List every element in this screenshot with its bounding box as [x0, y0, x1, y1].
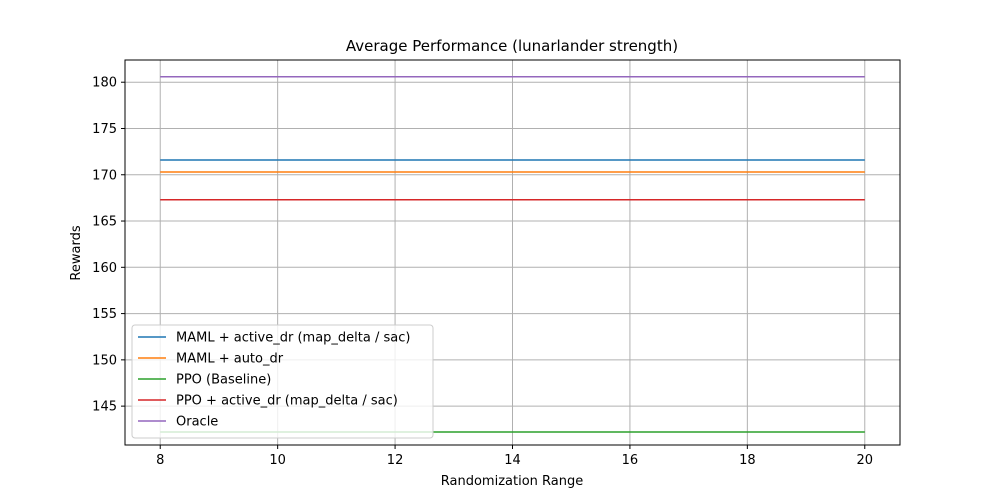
x-tick-label: 8: [156, 453, 164, 468]
x-tick-label: 14: [504, 453, 521, 468]
x-tick-label: 16: [622, 453, 639, 468]
y-tick-label: 155: [92, 307, 117, 322]
legend-label: PPO + active_dr (map_delta / sac): [176, 394, 398, 409]
chart-title: Average Performance (lunarlander strengt…: [346, 37, 678, 55]
y-tick-label: 175: [92, 122, 117, 137]
y-tick-label: 180: [92, 76, 117, 91]
y-tick-label: 170: [92, 168, 117, 183]
legend: MAML + active_dr (map_delta / sac) MAML +…: [131, 324, 434, 439]
x-axis-label: Randomization Range: [441, 474, 583, 489]
legend-label: MAML + auto_dr: [176, 352, 284, 367]
y-tick-label: 150: [92, 353, 117, 368]
legend-label: PPO (Baseline): [176, 373, 271, 388]
x-tick-label: 10: [269, 453, 286, 468]
legend-label: Oracle: [176, 415, 218, 430]
y-axis-label: Rewards: [69, 225, 84, 280]
legend-label: MAML + active_dr (map_delta / sac): [176, 331, 410, 346]
y-tick-label: 165: [92, 215, 117, 230]
x-tick-label: 18: [739, 453, 756, 468]
y-tick-label: 145: [92, 400, 117, 415]
y-tick-label: 160: [92, 261, 117, 276]
axis-ticks: 8 10 12 14 16 18 20 145 150 155 160 165 170 175 180: [92, 76, 873, 468]
x-tick-label: 20: [856, 453, 873, 468]
legend-box: [131, 324, 434, 439]
x-tick-label: 12: [387, 453, 404, 468]
